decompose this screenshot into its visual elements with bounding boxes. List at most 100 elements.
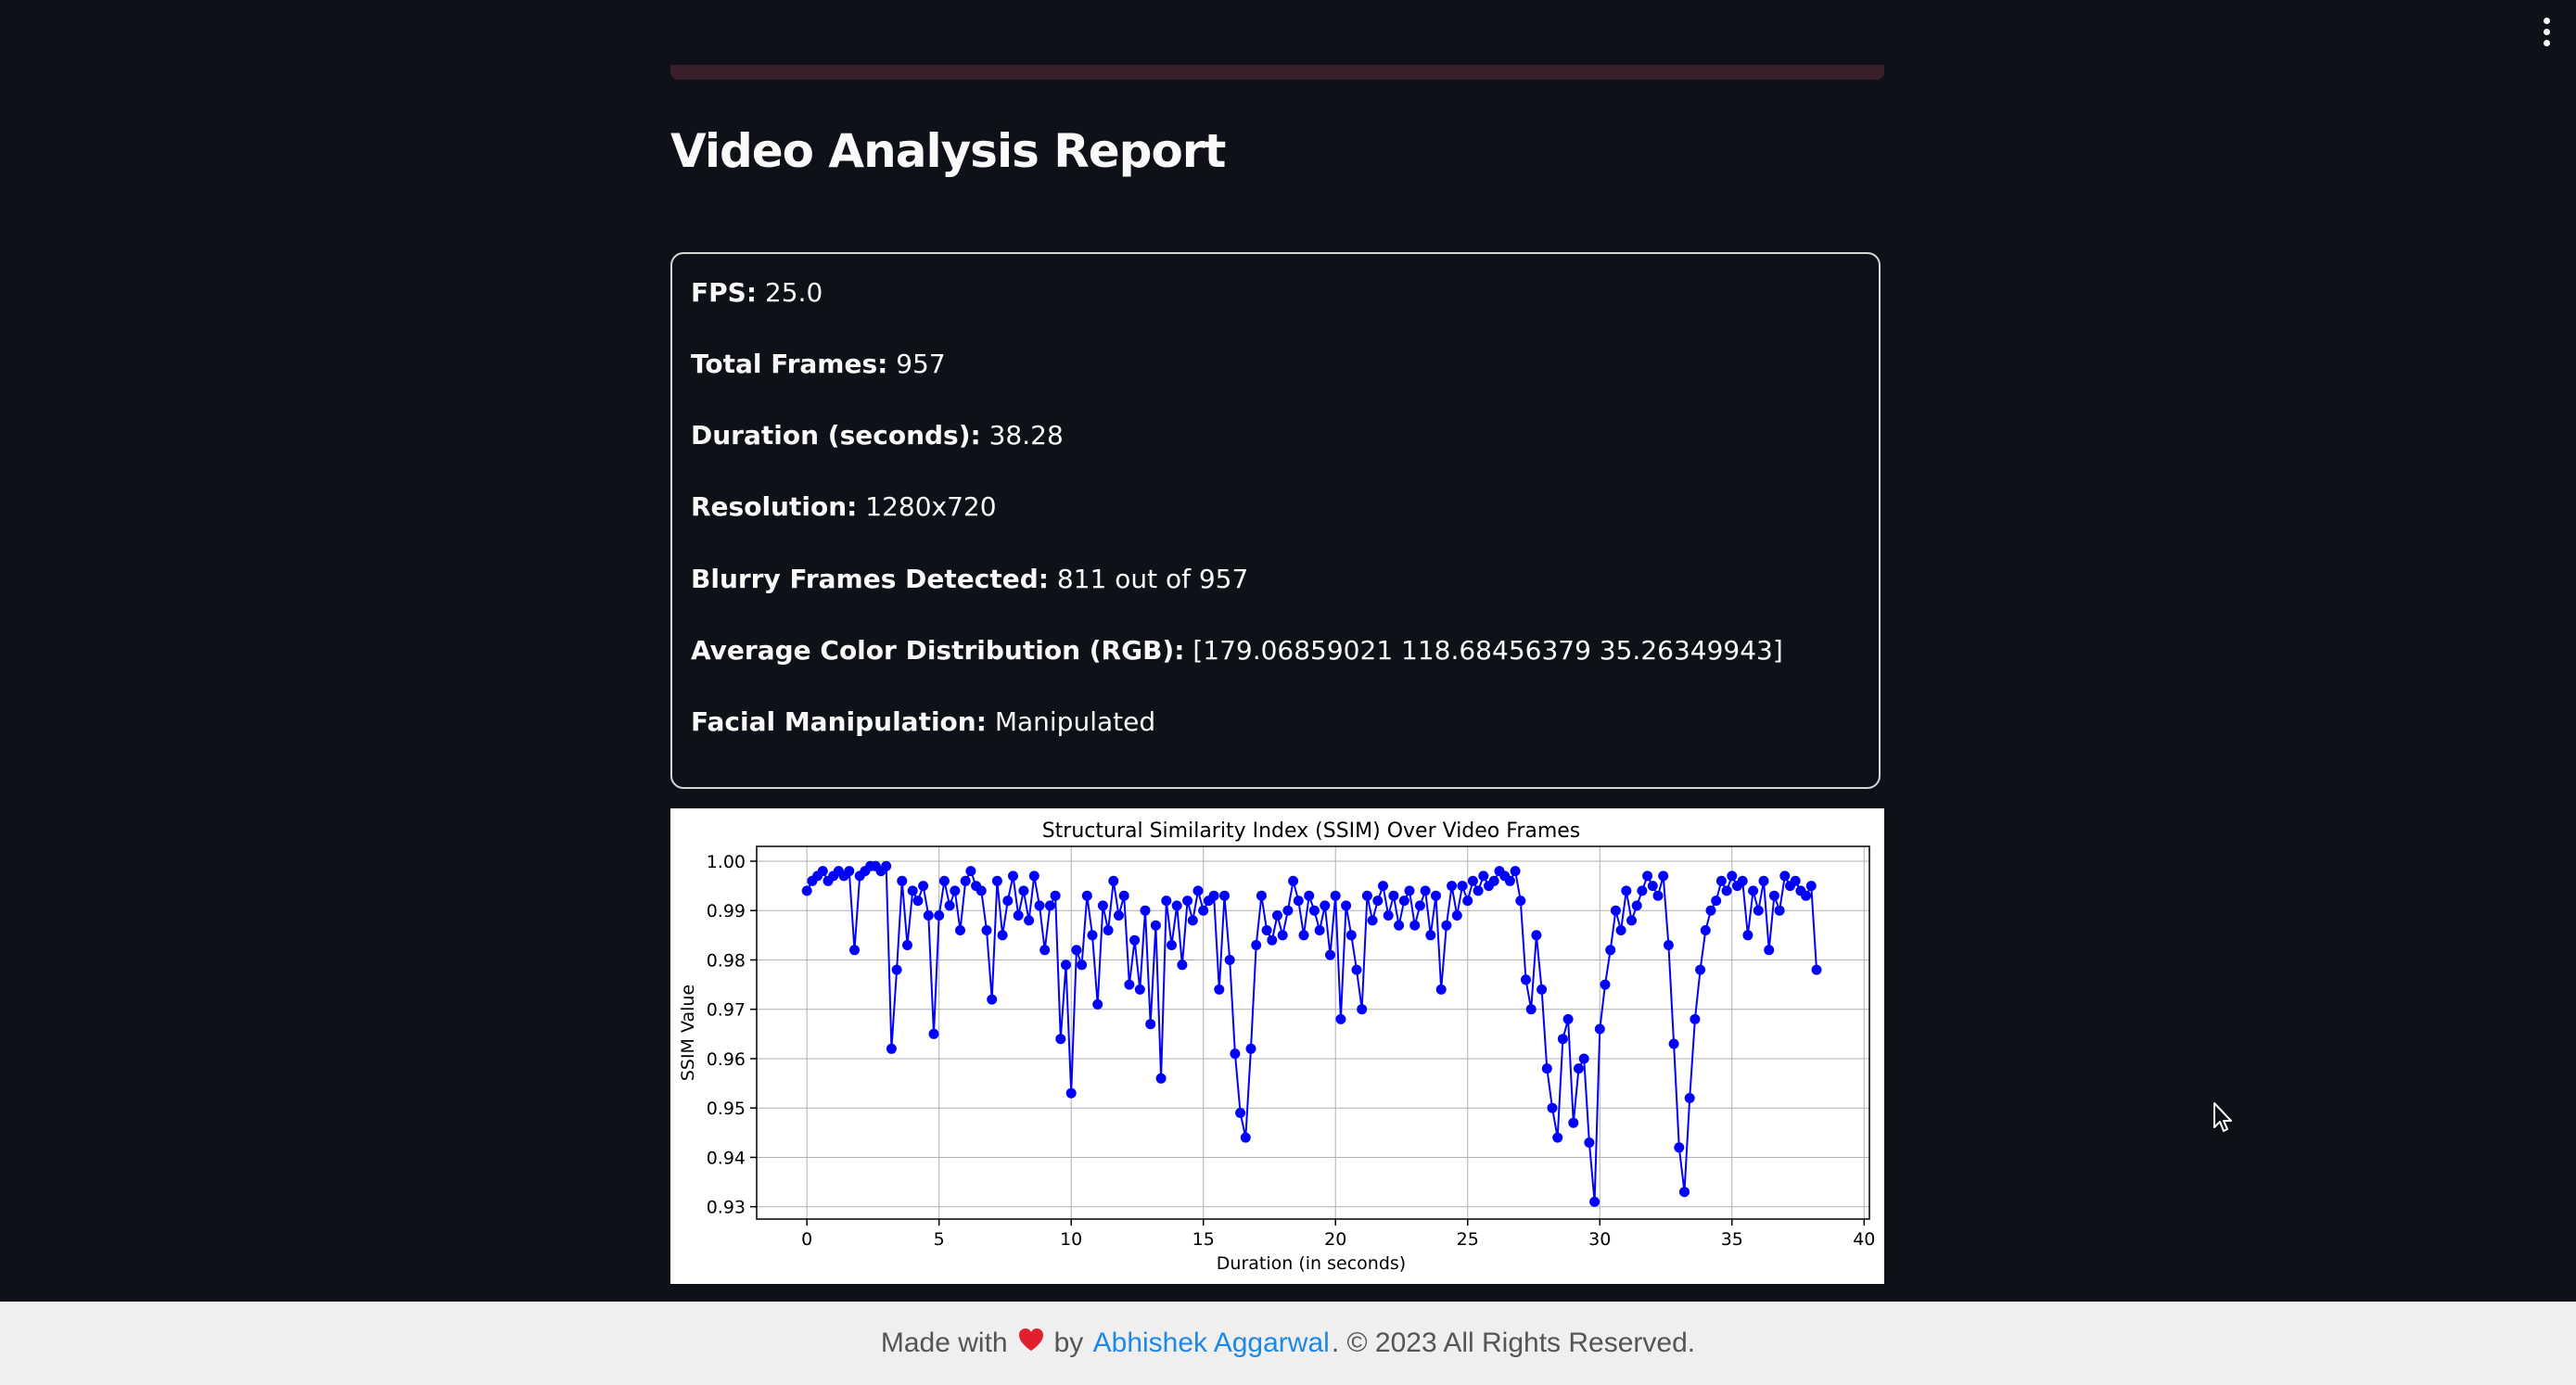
ssim-point (1441, 920, 1452, 931)
mouse-cursor-icon (2213, 1102, 2232, 1132)
ssim-point (1462, 896, 1473, 907)
y-tick-label: 0.93 (707, 1198, 746, 1218)
ssim-point (1378, 881, 1388, 892)
ssim-point (1562, 1013, 1574, 1024)
y-tick-label: 0.98 (707, 950, 746, 971)
ssim-point (1510, 866, 1521, 877)
blurry-frames-label: Blurry Frames Detected: (691, 564, 1049, 594)
ssim-point (1071, 945, 1082, 956)
ssim-point (817, 866, 828, 877)
chart-xlabel: Duration (in seconds) (1217, 1253, 1406, 1274)
ssim-point (1256, 890, 1267, 901)
ssim-point (1140, 905, 1151, 916)
ssim-point (1367, 915, 1378, 926)
ssim-point (923, 910, 934, 921)
ssim-point (1092, 998, 1103, 1010)
ssim-point (1077, 959, 1088, 971)
ssim-point (1150, 920, 1161, 931)
ssim-point (1171, 900, 1182, 911)
ssim-point (1764, 945, 1775, 956)
ssim-point (1753, 905, 1764, 916)
ssim-point (1129, 934, 1141, 946)
ssim-point (1028, 870, 1039, 882)
ssim-point (1584, 1137, 1595, 1148)
ssim-point (1219, 890, 1230, 901)
ssim-point (1235, 1108, 1246, 1118)
ssim-point (1605, 945, 1616, 956)
blurry-frames-value: 811 out of 957 (1056, 564, 1249, 594)
fps-row: FPS: 25.0 (691, 276, 823, 310)
ssim-point (907, 885, 918, 896)
ssim-point (1721, 885, 1732, 896)
previous-block-edge (670, 65, 1884, 80)
ssim-point (1695, 964, 1706, 975)
x-tick-label: 0 (801, 1229, 812, 1250)
ssim-point (1626, 915, 1637, 926)
ssim-point (1308, 905, 1320, 916)
ssim-point (1748, 885, 1759, 896)
ssim-point (1245, 1043, 1256, 1054)
ssim-point (1192, 885, 1204, 896)
footer-rights: . © 2023 All Rights Reserved. (1331, 1328, 1696, 1358)
ssim-point (1224, 955, 1235, 965)
y-tick-label: 1.00 (707, 852, 746, 872)
chart-ylabel: SSIM Value (678, 985, 698, 1081)
x-tick-label: 15 (1192, 1229, 1215, 1250)
ssim-point (1642, 870, 1653, 882)
ssim-point (1314, 925, 1325, 935)
ssim-point (1240, 1132, 1251, 1143)
ssim-point (960, 875, 971, 886)
ssim-point (1594, 1023, 1605, 1035)
x-tick-label: 30 (1588, 1229, 1611, 1250)
ssim-point (1341, 900, 1352, 911)
ssim-point (1161, 896, 1172, 907)
ssim-point (1372, 896, 1384, 907)
ssim-point (1668, 1038, 1679, 1049)
ssim-point (1261, 925, 1272, 935)
ssim-point (1478, 870, 1489, 882)
ssim-point (1293, 896, 1304, 907)
ssim-point (881, 860, 892, 871)
duration-label: Duration (seconds): (691, 420, 981, 451)
ssim-point (1388, 890, 1399, 901)
ssim-point (1473, 885, 1484, 896)
ssim-point (1631, 900, 1642, 911)
duration-value: 38.28 (988, 420, 1064, 451)
ssim-point (944, 900, 955, 911)
fps-label: FPS: (691, 277, 758, 308)
ssim-point (1574, 1063, 1584, 1074)
main-menu-icon[interactable] (2528, 13, 2565, 50)
ssim-point (844, 866, 855, 877)
ssim-point (1177, 959, 1188, 971)
ssim-chart: Structural Similarity Index (SSIM) Over … (670, 808, 1884, 1284)
ssim-point (1118, 890, 1129, 901)
ssim-point (891, 964, 902, 975)
ssim-point (1531, 930, 1542, 941)
ssim-point (1425, 930, 1436, 941)
ssim-point (938, 875, 950, 886)
ssim-point (1742, 930, 1753, 941)
ssim-point (1610, 905, 1621, 916)
ssim-point (1690, 1013, 1701, 1024)
ssim-point (965, 866, 976, 877)
ssim-point (902, 940, 912, 950)
ssim-point (1615, 925, 1626, 935)
ssim-point (1515, 896, 1526, 907)
chart-title: Structural Similarity Index (SSIM) Over … (1042, 820, 1581, 843)
ssim-point (1435, 984, 1447, 995)
author-link[interactable]: Abhishek Aggarwal (1092, 1328, 1330, 1358)
chart-grid (757, 846, 1869, 1219)
ssim-point (1541, 1063, 1552, 1074)
ssim-point (997, 930, 1008, 941)
ssim-point (1547, 1102, 1558, 1113)
ssim-point (1050, 890, 1061, 901)
y-tick-label: 0.97 (707, 1000, 746, 1021)
ssim-point (1214, 984, 1225, 995)
ssim-point (1715, 875, 1727, 886)
chart-plot-frame (756, 845, 1870, 1220)
resolution-label: Resolution: (691, 491, 858, 522)
x-tick-label: 10 (1060, 1229, 1082, 1250)
y-tick-label: 0.95 (707, 1099, 746, 1119)
ssim-point (1320, 900, 1331, 911)
